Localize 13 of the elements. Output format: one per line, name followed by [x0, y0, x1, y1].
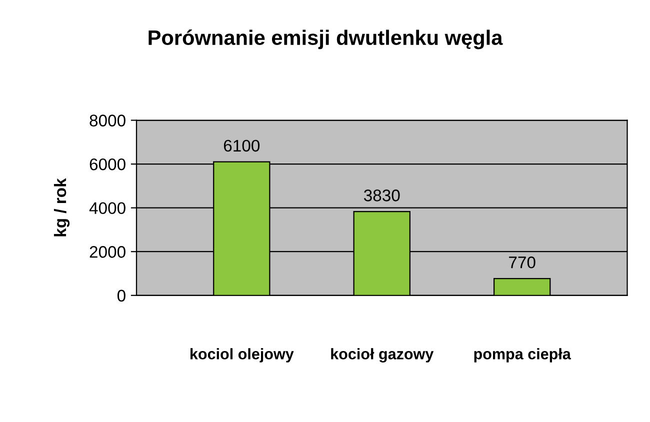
y-tick-label: 4000: [89, 202, 126, 214]
x-tick-label: kocioł gazowy: [331, 348, 434, 362]
x-tick-label: pompa ciepła: [474, 348, 572, 362]
y-axis-title: kg / rok: [54, 178, 70, 236]
y-tick-label: 2000: [90, 246, 126, 258]
chart-title: Porównanie emisji dwutlenku węgla: [148, 30, 503, 50]
y-tick-label: 0: [117, 290, 126, 302]
y-tick-label: 8000: [90, 114, 126, 126]
data-label: 6100: [224, 140, 260, 152]
data-label: 3830: [364, 190, 400, 202]
y-tick-label: 6000: [90, 158, 126, 170]
data-label: 770: [509, 256, 536, 268]
x-tick-label: kociol olejowy: [190, 348, 294, 362]
